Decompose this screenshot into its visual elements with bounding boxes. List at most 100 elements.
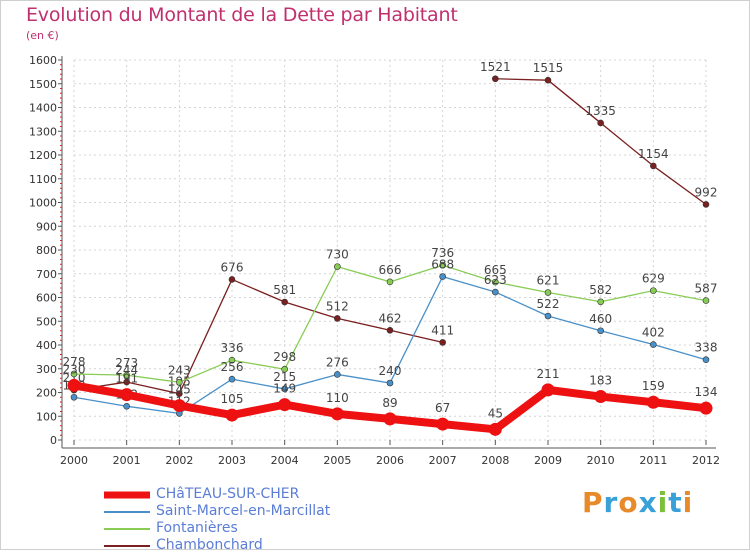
series-line-3 xyxy=(73,278,444,395)
data-label: 621 xyxy=(537,274,560,288)
data-point xyxy=(281,365,288,373)
logo-letter: r xyxy=(603,486,619,519)
y-tick-label: 400 xyxy=(36,339,57,352)
data-label: 1515 xyxy=(533,61,564,75)
data-label: 665 xyxy=(484,263,507,277)
y-tick-label: 1300 xyxy=(29,125,57,138)
data-point xyxy=(123,371,130,379)
data-label: 276 xyxy=(326,355,349,369)
y-tick-label: 0 xyxy=(50,434,57,447)
data-label: 273 xyxy=(115,356,138,370)
logo-letter: P xyxy=(582,486,604,519)
data-point xyxy=(492,278,499,286)
data-point xyxy=(702,201,710,208)
data-label: 402 xyxy=(642,326,665,340)
data-label: 1335 xyxy=(585,104,616,118)
y-tick-label: 200 xyxy=(36,387,57,400)
y-tick-label: 100 xyxy=(36,410,57,423)
data-label: 89 xyxy=(382,396,397,410)
data-label: 629 xyxy=(642,272,665,286)
data-point xyxy=(281,385,288,393)
unit-label: (en €) xyxy=(26,29,59,42)
x-tick-label: 2011 xyxy=(639,454,667,467)
data-point xyxy=(439,261,446,269)
data-point xyxy=(228,356,236,364)
data-point xyxy=(699,401,713,415)
data-point xyxy=(383,412,397,426)
x-tick-label: 2003 xyxy=(218,454,246,467)
y-tick-label: 1200 xyxy=(29,149,57,162)
data-point xyxy=(650,287,657,294)
data-point xyxy=(225,408,239,422)
data-label: 110 xyxy=(326,391,349,405)
x-tick-label: 2006 xyxy=(376,454,404,467)
data-point xyxy=(70,370,78,378)
y-tick-label: 900 xyxy=(36,220,57,233)
data-label: 105 xyxy=(221,392,244,406)
y-tick-label: 1600 xyxy=(29,54,57,67)
data-point xyxy=(120,388,134,402)
data-label: 460 xyxy=(589,312,612,326)
x-tick-label: 2004 xyxy=(271,454,299,467)
data-point xyxy=(176,378,183,386)
legend-label: Chambonchard xyxy=(156,537,263,553)
data-point xyxy=(488,422,502,436)
data-point xyxy=(330,407,344,421)
data-label: 582 xyxy=(589,283,612,297)
data-label: 240 xyxy=(379,364,402,378)
data-point xyxy=(541,383,555,397)
data-point xyxy=(439,273,446,280)
data-label: 278 xyxy=(63,355,86,369)
data-point xyxy=(386,326,394,334)
data-point xyxy=(544,289,552,296)
y-tick-label: 300 xyxy=(36,363,57,376)
data-label: 256 xyxy=(221,360,244,374)
x-tick-label: 2005 xyxy=(323,454,351,467)
data-point xyxy=(228,375,236,383)
data-label: 730 xyxy=(326,248,349,262)
legend-swatch xyxy=(104,527,150,530)
y-tick-label: 500 xyxy=(36,315,57,328)
y-tick-label: 700 xyxy=(36,268,57,281)
x-tick-label: 2010 xyxy=(587,454,615,467)
data-point xyxy=(70,393,78,401)
data-label: 183 xyxy=(589,374,612,388)
legend-swatch xyxy=(104,491,150,498)
data-label: 145 xyxy=(168,383,191,397)
x-tick-label: 2002 xyxy=(165,454,193,467)
data-label: 581 xyxy=(273,283,296,297)
data-point xyxy=(702,356,710,364)
x-tick-label: 2007 xyxy=(429,454,457,467)
y-tick-label: 600 xyxy=(36,292,57,305)
data-point xyxy=(281,298,288,306)
x-tick-label: 2009 xyxy=(534,454,562,467)
data-label: 736 xyxy=(431,246,454,260)
data-label: 230 xyxy=(63,362,86,376)
data-label: 243 xyxy=(168,363,191,377)
legend-label: Saint-Marcel-en-Marcillat xyxy=(156,503,331,519)
logo-letter: x xyxy=(638,486,658,519)
data-point xyxy=(544,76,552,84)
data-point xyxy=(544,312,552,320)
data-point xyxy=(597,298,604,306)
data-label: 336 xyxy=(221,341,244,355)
data-label: 688 xyxy=(431,258,454,272)
data-point xyxy=(597,119,604,127)
data-label: 411 xyxy=(431,323,454,337)
proxiti-logo: Proxiti xyxy=(582,486,693,519)
data-point xyxy=(67,378,81,392)
data-label: 159 xyxy=(642,379,665,393)
data-point xyxy=(123,378,130,386)
x-tick-label: 2000 xyxy=(60,454,88,467)
x-tick-label: 2001 xyxy=(113,454,141,467)
data-point xyxy=(702,297,710,304)
data-point xyxy=(278,398,292,412)
data-label: 462 xyxy=(379,311,402,325)
data-point xyxy=(650,341,657,348)
data-label: 45 xyxy=(488,406,503,420)
data-label: 1521 xyxy=(480,60,511,74)
logo-letter: i xyxy=(682,486,694,519)
data-label: 191 xyxy=(115,372,138,386)
data-label: 623 xyxy=(484,273,507,287)
